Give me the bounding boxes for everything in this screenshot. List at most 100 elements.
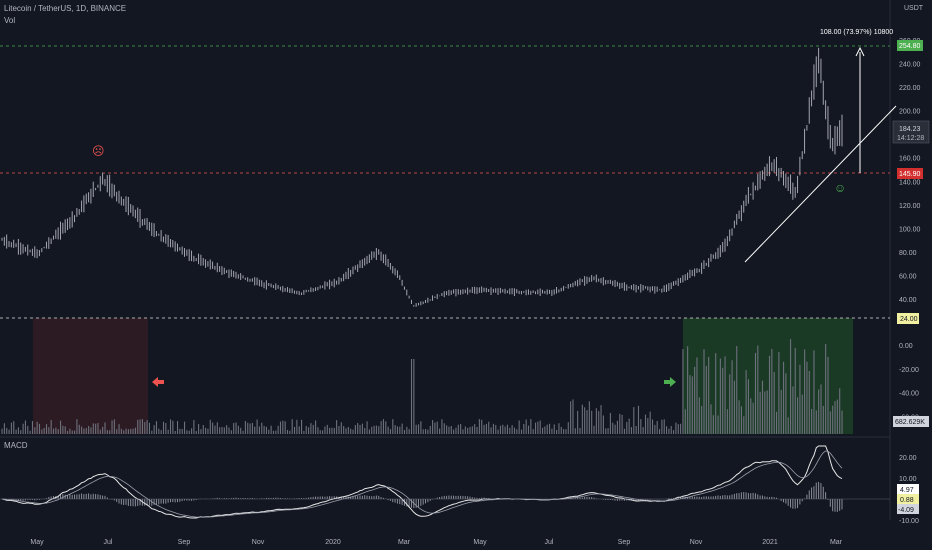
macd-hist-bar [757,494,759,499]
volume-bar [549,423,551,434]
macd-hist-bar [476,497,478,499]
volume-tick: -20.00 [899,367,919,374]
volume-bar [432,420,434,434]
volume-bar [478,419,480,434]
volume-bar [682,349,684,434]
macd-hist-bar [415,499,417,508]
macd-hist-bar [88,493,90,499]
time-axis[interactable]: May Jul Sep Nov 2020 Mar May Jul Sep Nov 2021 Mar [30,539,842,546]
volume-bar [602,415,604,434]
volume-bar [560,426,562,434]
macd-tag-text: 4.97 [900,487,914,494]
macd-hist-bar [333,496,335,499]
volume-bar [286,429,289,434]
volume-bar [591,410,593,434]
volume-bar [123,430,125,434]
volume-bar [567,422,569,434]
macd-hist-bar [216,497,218,499]
macd-hist-bar [350,496,352,499]
macd-hist-bar [736,493,738,499]
volume-bar [460,424,462,434]
volume-bar [832,405,834,434]
volume-bar [600,405,602,434]
volume-bar [474,424,476,434]
macd-hist-bar [359,495,361,499]
volume-bar [303,430,305,434]
volume-bar [219,427,221,434]
macd-hist-bar [443,495,445,499]
time-tick: 2020 [325,539,341,546]
symbol-title[interactable]: Litecoin / TetherUS, 1D, BINANCE [4,4,127,13]
hist-tag-text: 0.88 [900,497,914,504]
volume-bar [389,429,392,434]
macd-hist-bar [595,498,597,499]
volume-bar [191,428,193,434]
volume-bar [29,430,31,434]
macd-hist-bar [584,496,586,499]
volume-bar [270,425,272,434]
macd-hist-bar [829,499,831,507]
volume-bar [492,423,494,434]
volume-bar [106,430,108,434]
volume-bar [399,426,401,434]
volume-bar [345,428,347,434]
volume-bar [148,422,151,434]
macd-hist-bar [90,494,92,499]
macd-hist-bar [478,498,480,499]
volume-bar [216,422,218,434]
volume-bar [579,427,581,434]
volume-bar [249,423,251,434]
volume-bar [626,422,628,434]
time-tick: Jul [104,539,113,546]
volume-bar [783,361,785,434]
volume-bar [385,421,387,434]
macd-hist-bar [153,499,155,505]
volume-bar [258,426,260,434]
volume-bar [340,422,342,434]
trendline[interactable] [744,105,897,263]
volume-bar [284,421,286,434]
macd-label[interactable]: MACD [4,441,28,450]
volume-bar [726,409,728,434]
macd-hist-bar [296,498,298,499]
time-tick: Mar [398,539,411,546]
macd-hist-bar [251,498,253,499]
volume-bar [336,420,338,434]
volume-bar [387,426,389,434]
macd-hist-bar [155,499,157,505]
volume-bar [10,422,12,434]
volume-bar [818,389,820,434]
time-tick: Nov [252,539,265,546]
price-tick: 160.00 [899,156,921,163]
volume-bar [55,427,57,434]
volume-bar [275,430,277,434]
macd-hist-bar [701,497,703,499]
macd-hist-bar [483,497,485,499]
volume-label[interactable]: Vol [4,16,16,25]
macd-hist-bar [322,496,324,499]
volume-bar [380,421,382,434]
volume-bar [141,419,143,434]
macd-hist-bar [754,493,756,499]
macd-hist-bar [696,496,698,499]
macd-hist-bar [616,499,618,501]
macd-hist-bar [790,499,792,508]
macd-hist-bar [670,498,672,499]
macd-hist-bar [310,497,312,499]
macd-hist-bar [698,496,700,499]
volume-bar [57,429,59,434]
volume-bar [673,430,675,434]
macd-hist-bar [139,499,141,506]
volume-bar [497,429,499,434]
macd-hist-bar [113,499,115,501]
macd-hist-bar [50,496,52,499]
volume-bar [408,429,410,434]
volume-bar [92,423,94,434]
volume-bar [24,420,26,434]
volume-bar [179,428,181,434]
volume-bar [291,419,293,434]
volume-bar [607,428,609,434]
volume-bar [577,410,579,434]
macd-hist-bar [134,499,136,507]
